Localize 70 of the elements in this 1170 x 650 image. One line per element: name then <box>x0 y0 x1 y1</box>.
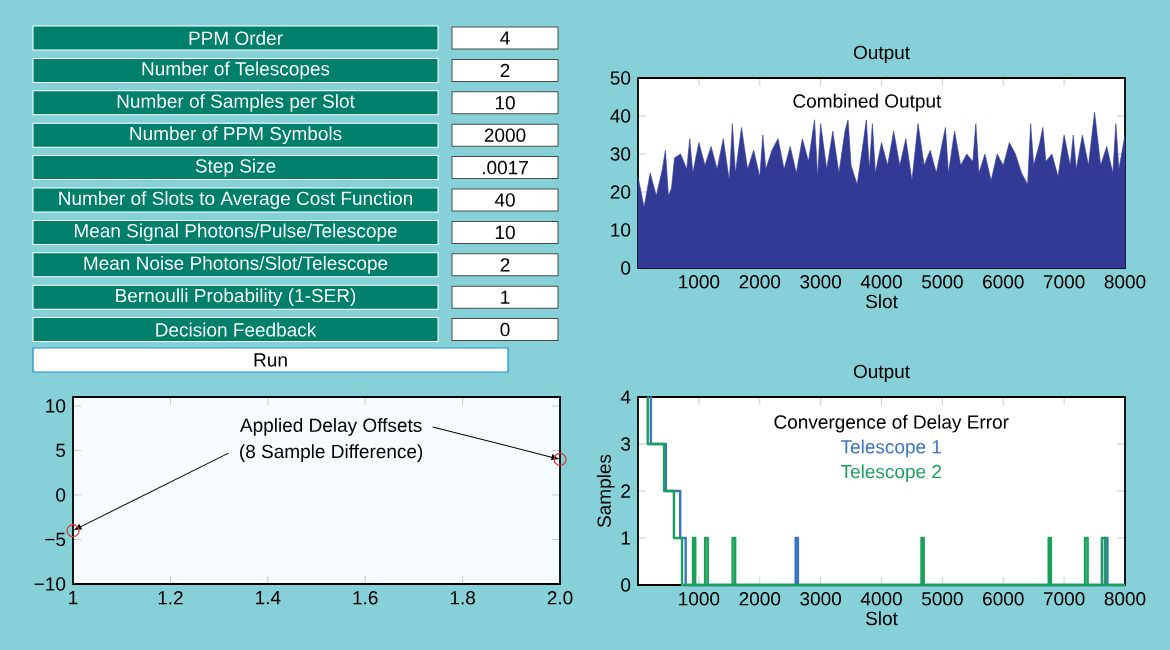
y-tick-label: 50 <box>610 71 631 85</box>
x-axis-title: Slot <box>866 294 898 309</box>
y-tick-label: 0 <box>621 578 631 592</box>
text: 1 <box>501 290 510 304</box>
x-tick-label: 1000 <box>679 275 720 289</box>
y-tick-label: 1 <box>621 531 631 545</box>
y-tick-label: 40 <box>610 109 631 123</box>
x-tick-label: 8000 <box>1104 592 1146 606</box>
annotation: Applied Delay Offsets <box>239 418 422 436</box>
x-tick-label: 6000 <box>983 592 1024 606</box>
y-tick-label: 2 <box>621 484 631 498</box>
category-label: Bernoulli Probability (1-SER) <box>116 288 356 307</box>
x-tick-label: 5000 <box>922 592 963 606</box>
y-tick-label: 30 <box>610 147 631 161</box>
text: 0 <box>500 322 510 337</box>
y-tick-label: 20 <box>610 185 631 199</box>
category-label: Step Size <box>195 158 276 177</box>
x-tick-label: 6000 <box>983 275 1024 289</box>
text: 10 <box>495 96 515 110</box>
x-tick-label: 4000 <box>860 592 902 606</box>
text: 2 <box>500 258 510 272</box>
x-axis-title: Slot <box>866 611 898 626</box>
category-label: Number of Slots to Average Cost Function <box>59 191 413 209</box>
x-tick-label: 1.4 <box>256 591 281 605</box>
y-tick-label: 5 <box>56 443 66 458</box>
text: 40 <box>494 193 515 207</box>
category-label: Number of PPM Symbols <box>130 126 342 145</box>
text: Telescope 2 <box>840 464 941 483</box>
x-tick-label: 1.8 <box>450 591 476 605</box>
y-tick-label: 10 <box>46 399 66 413</box>
x-tick-label: 5000 <box>922 275 963 289</box>
annotation: (8 Sample Difference) <box>240 444 423 462</box>
category-label: Mean Noise Photons/Slot/Telescope <box>84 255 388 274</box>
x-tick-label: 1.2 <box>158 591 183 605</box>
category-label: Number of Telescopes <box>142 61 330 80</box>
y-tick-label: 4 <box>620 390 631 404</box>
x-tick-label: 3000 <box>800 275 842 289</box>
text: 2000 <box>484 128 526 142</box>
x-tick-label: 8000 <box>1104 275 1146 289</box>
legend-title: Convergence of Delay Error <box>774 414 1009 433</box>
x-tick-label: 1000 <box>679 592 720 606</box>
y-tick-label: −5 <box>45 532 66 547</box>
y-tick-label: −10 <box>34 577 66 591</box>
y-tick-label: 0 <box>56 488 66 502</box>
x-tick-label: 7000 <box>1043 592 1085 606</box>
x-tick-label: 3000 <box>800 592 842 606</box>
category-label: Decision Feedback <box>156 322 317 337</box>
y-tick-label: 3 <box>621 437 631 451</box>
x-tick-label: 2000 <box>739 592 781 606</box>
category-label: PPM Order <box>189 31 283 45</box>
text: Run <box>254 353 287 367</box>
text: 4 <box>500 31 510 45</box>
y-tick-label: 0 <box>621 261 631 275</box>
y-tick-label: 10 <box>611 223 631 237</box>
text: 10 <box>495 225 515 240</box>
text: Telescope 1 <box>840 439 941 458</box>
category-label: Mean Signal Photons/Pulse/Telescope <box>74 223 397 242</box>
x-tick-label: 2000 <box>739 275 781 289</box>
x-tick-label: 7000 <box>1043 275 1085 289</box>
text: .0017 <box>482 160 528 175</box>
x-tick-label: 2.0 <box>547 591 573 605</box>
chart-title: Output <box>853 364 910 382</box>
chart-title: Output <box>853 45 910 63</box>
x-tick-label: 1 <box>69 591 78 605</box>
category-label: Number of Samples per Slot <box>117 93 355 112</box>
text: 2 <box>500 63 510 78</box>
x-tick-label: 1.6 <box>353 591 378 605</box>
x-tick-label: 4000 <box>860 275 902 289</box>
y-axis-title: Samples <box>596 454 615 528</box>
annotation: Combined Output <box>793 93 942 112</box>
